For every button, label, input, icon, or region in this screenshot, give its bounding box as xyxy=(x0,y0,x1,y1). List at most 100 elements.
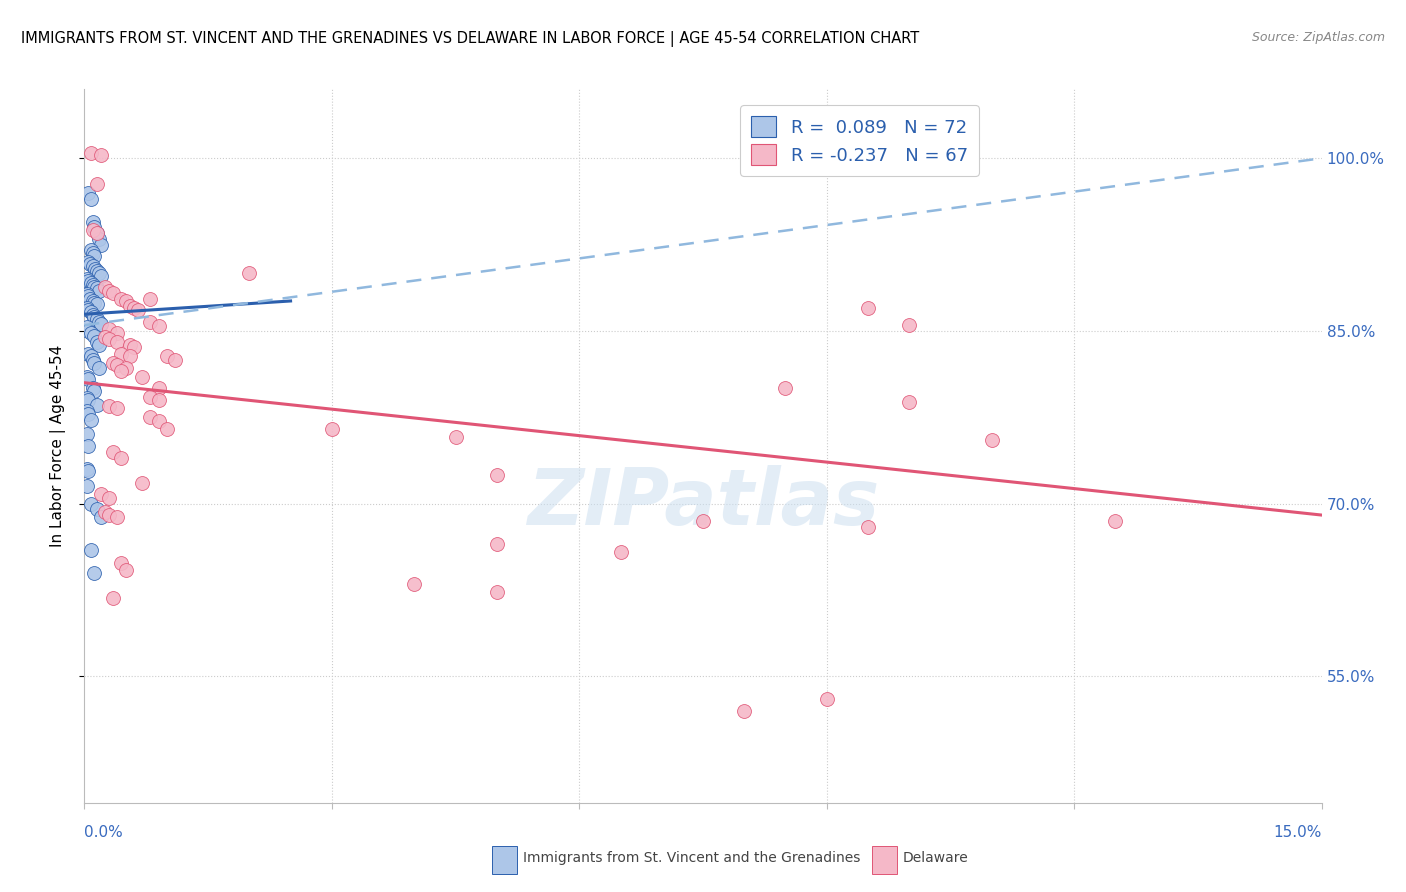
Point xyxy=(77,372,100,386)
Point xyxy=(90,268,112,283)
Point xyxy=(83,566,105,580)
Point xyxy=(148,381,170,395)
Point xyxy=(77,439,100,453)
Point xyxy=(76,320,98,334)
Point xyxy=(83,356,105,370)
Point xyxy=(80,192,103,206)
Point xyxy=(80,497,103,511)
Point xyxy=(148,319,170,334)
Point xyxy=(80,412,103,426)
Point xyxy=(114,293,136,308)
Point xyxy=(80,244,103,258)
Point xyxy=(80,326,103,341)
Point xyxy=(980,434,1002,448)
Point xyxy=(77,255,100,269)
Point xyxy=(82,222,104,236)
Text: Immigrants from St. Vincent and the Grenadines: Immigrants from St. Vincent and the Gren… xyxy=(523,851,860,865)
Point xyxy=(77,274,100,288)
Point xyxy=(80,145,103,160)
Point xyxy=(77,392,100,407)
Point xyxy=(82,260,104,274)
Point xyxy=(89,337,111,351)
Point xyxy=(485,585,508,599)
Point xyxy=(94,505,117,519)
Point xyxy=(86,281,108,295)
Point xyxy=(444,430,467,444)
Point xyxy=(82,277,104,292)
Point xyxy=(775,381,797,395)
Point xyxy=(127,303,149,318)
Point xyxy=(122,301,145,315)
Text: ZIPatlas: ZIPatlas xyxy=(527,465,879,541)
Point xyxy=(76,370,98,384)
Point xyxy=(321,422,343,436)
Point xyxy=(94,280,117,294)
Point xyxy=(80,349,103,363)
Point xyxy=(815,692,838,706)
Point xyxy=(89,284,111,298)
Point xyxy=(82,245,104,260)
Point xyxy=(105,335,128,350)
Point xyxy=(79,292,101,306)
Text: 0.0%: 0.0% xyxy=(84,825,124,840)
Point xyxy=(733,704,755,718)
Point xyxy=(77,347,100,361)
Point xyxy=(898,318,921,333)
Point xyxy=(105,510,128,524)
Point xyxy=(82,293,104,308)
Point xyxy=(118,337,141,351)
Point xyxy=(110,450,132,465)
Text: IMMIGRANTS FROM ST. VINCENT AND THE GRENADINES VS DELAWARE IN LABOR FORCE | AGE : IMMIGRANTS FROM ST. VINCENT AND THE GREN… xyxy=(21,31,920,47)
Point xyxy=(139,390,162,404)
Point xyxy=(110,292,132,306)
Point xyxy=(98,332,121,346)
Point xyxy=(105,359,128,373)
Point xyxy=(89,360,111,375)
Point xyxy=(105,401,128,415)
Point xyxy=(86,335,108,350)
Point xyxy=(76,479,98,493)
Point xyxy=(148,414,170,428)
Point xyxy=(90,510,112,524)
Point xyxy=(98,491,121,505)
Point xyxy=(103,591,125,605)
Y-axis label: In Labor Force | Age 45-54: In Labor Force | Age 45-54 xyxy=(49,345,66,547)
Point xyxy=(82,214,104,228)
Point xyxy=(485,537,508,551)
Point xyxy=(856,519,879,533)
Point xyxy=(80,305,103,319)
Point xyxy=(90,148,112,162)
Point xyxy=(110,557,132,571)
Point xyxy=(77,324,100,338)
Point xyxy=(86,226,108,240)
Point xyxy=(83,249,105,263)
Point xyxy=(77,186,100,200)
Point xyxy=(76,272,98,286)
Point xyxy=(98,508,121,522)
Point xyxy=(105,326,128,341)
Point xyxy=(83,310,105,324)
Bar xyxy=(492,846,517,874)
Point xyxy=(898,395,921,409)
Point xyxy=(90,317,112,331)
Point xyxy=(86,502,108,516)
Point xyxy=(122,340,145,354)
Point xyxy=(156,349,179,363)
Point xyxy=(114,360,136,375)
Point xyxy=(83,384,105,398)
Point xyxy=(238,266,260,280)
Point xyxy=(485,467,508,482)
Point xyxy=(77,407,100,421)
Point xyxy=(77,464,100,478)
Point xyxy=(98,284,121,298)
Point xyxy=(76,462,98,476)
Point xyxy=(86,312,108,326)
Point xyxy=(103,444,125,458)
Legend: R =  0.089   N = 72, R = -0.237   N = 67: R = 0.089 N = 72, R = -0.237 N = 67 xyxy=(740,105,979,176)
Point xyxy=(76,287,98,301)
Point xyxy=(94,329,117,343)
Point xyxy=(139,410,162,425)
Point xyxy=(139,315,162,329)
Point xyxy=(139,292,162,306)
Point xyxy=(76,301,98,315)
